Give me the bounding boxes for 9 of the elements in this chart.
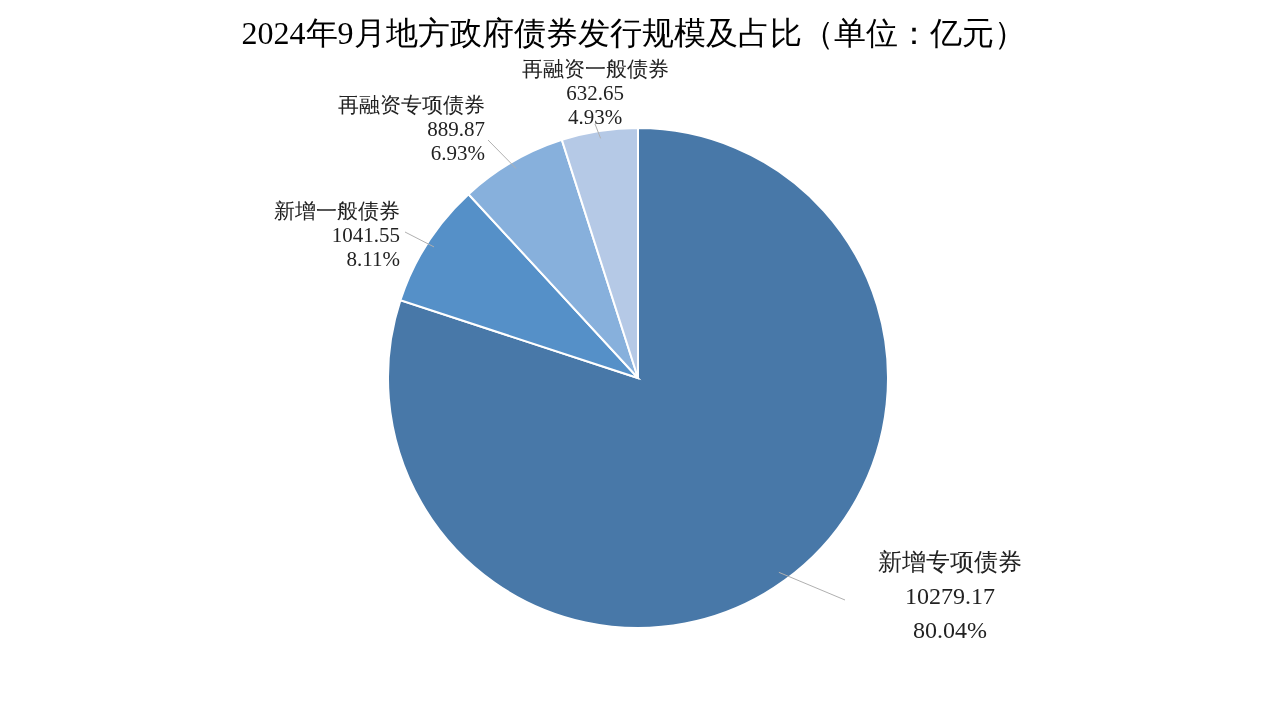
slice-label: 新增专项债券 [878, 549, 1022, 575]
slice-label: 再融资一般债券 [521, 57, 669, 81]
slice-label: 新增一般债券 [274, 199, 400, 223]
data-label: 632.65 4.93% [566, 81, 624, 129]
data-label: 889.87 6.93% [427, 117, 485, 165]
data-label: 10279.17 80.04% [905, 583, 995, 643]
chart-title: 2024年9月地方政府债券发行规模及占比（单位：亿元） [241, 15, 1026, 51]
data-label: 1041.55 8.11% [331, 223, 400, 271]
slice-label: 再融资专项债券 [338, 93, 485, 117]
